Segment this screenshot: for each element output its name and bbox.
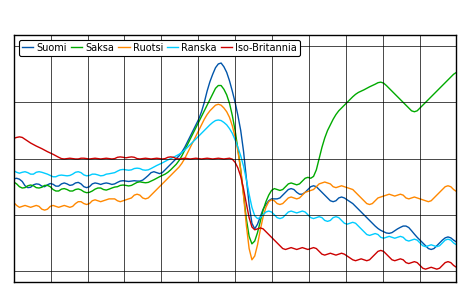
Saksa [188,137,193,141]
Suomi [219,61,224,65]
Ranska [386,235,392,238]
Ranska [11,169,17,173]
Ranska [423,245,428,249]
Iso-Britannia [336,252,342,256]
Suomi [188,134,193,138]
Iso-Britannia [386,255,392,259]
Ruotsi [389,194,395,197]
Ruotsi [134,192,140,196]
Suomi [154,171,160,174]
Saksa [297,182,302,186]
Ranska [336,216,342,219]
Suomi [454,240,459,244]
Ruotsi [300,194,305,197]
Iso-Britannia [454,265,459,269]
Saksa [454,71,459,74]
Suomi [428,248,434,251]
Ruotsi [188,146,193,149]
Ruotsi [339,184,344,187]
Line: Iso-Britannia: Iso-Britannia [14,137,456,269]
Suomi [297,192,302,196]
Legend: Suomi, Saksa, Ruotsi, Ranska, Iso-Britannia: Suomi, Saksa, Ruotsi, Ranska, Iso-Britan… [19,40,300,56]
Ranska [454,243,459,246]
Saksa [249,242,254,246]
Ruotsi [249,258,254,262]
Ranska [134,166,140,170]
Saksa [336,109,342,113]
Ranska [154,164,160,167]
Saksa [134,181,140,184]
Suomi [11,177,17,181]
Line: Ruotsi: Ruotsi [14,104,456,260]
Ranska [188,143,193,146]
Suomi [336,196,342,200]
Saksa [11,180,17,184]
Iso-Britannia [137,157,142,161]
Saksa [154,177,160,180]
Ruotsi [154,188,160,191]
Suomi [134,179,140,183]
Iso-Britannia [157,157,162,160]
Suomi [386,232,392,235]
Iso-Britannia [17,135,22,139]
Ranska [297,210,302,214]
Iso-Britannia [11,136,17,140]
Saksa [386,87,392,90]
Ruotsi [454,190,459,193]
Ranska [216,118,221,122]
Line: Suomi: Suomi [14,63,456,249]
Ruotsi [11,201,17,204]
Iso-Britannia [297,247,302,250]
Line: Ranska: Ranska [14,120,456,247]
Iso-Britannia [423,267,428,271]
Ruotsi [216,102,221,106]
Iso-Britannia [190,157,196,160]
Line: Saksa: Saksa [14,72,456,244]
